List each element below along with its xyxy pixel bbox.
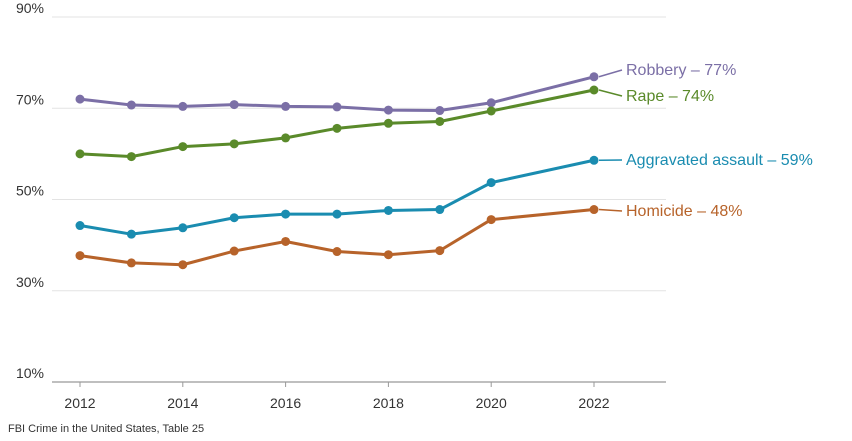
data-point: [281, 101, 291, 111]
data-point: [383, 118, 393, 128]
x-tick-label: 2022: [578, 395, 609, 411]
x-tick-label: 2016: [270, 395, 301, 411]
data-point: [229, 100, 239, 110]
data-point: [383, 105, 393, 115]
data-point: [178, 260, 188, 270]
data-point: [383, 205, 393, 215]
data-point: [126, 152, 136, 162]
data-point: [435, 106, 445, 116]
data-point: [435, 116, 445, 126]
data-point: [178, 223, 188, 233]
data-point: [229, 246, 239, 256]
data-point: [229, 139, 239, 149]
data-point: [126, 258, 136, 268]
data-point: [332, 247, 342, 257]
data-point: [126, 100, 136, 110]
label-leader-line: [598, 69, 623, 78]
data-point: [332, 123, 342, 133]
series-label: Rape – 74%: [626, 88, 714, 105]
series-line: [78, 88, 596, 159]
x-tick-label: 2020: [476, 395, 507, 411]
data-point: [435, 246, 445, 256]
y-tick-label: 50%: [16, 183, 44, 199]
data-point: [486, 98, 496, 108]
data-point: [332, 209, 342, 219]
series-label: Homicide – 48%: [626, 203, 743, 220]
data-point: [589, 205, 599, 215]
y-tick-label: 70%: [16, 91, 44, 107]
label-leader-line: [598, 208, 623, 212]
data-point: [435, 205, 445, 215]
x-tick-label: 2018: [373, 395, 404, 411]
y-tick-label: 10%: [16, 365, 44, 381]
y-tick-label: 30%: [16, 274, 44, 290]
data-point: [75, 221, 85, 231]
data-point: [75, 149, 85, 159]
data-point: [383, 250, 393, 260]
data-point: [178, 101, 188, 111]
x-tick-label: 2014: [167, 395, 198, 411]
data-point: [589, 72, 599, 82]
series-line: [78, 75, 596, 113]
data-point: [229, 213, 239, 223]
data-point: [281, 209, 291, 219]
data-point: [486, 215, 496, 225]
series-label: Aggravated assault – 59%: [626, 152, 813, 169]
series-label: Robbery – 77%: [626, 62, 736, 79]
data-point: [281, 236, 291, 246]
source-note: FBI Crime in the United States, Table 25: [8, 423, 205, 435]
data-point: [126, 229, 136, 239]
data-point: [178, 142, 188, 152]
data-point: [486, 178, 496, 188]
data-point: [589, 155, 599, 165]
data-point: [589, 85, 599, 95]
x-tick-label: 2012: [64, 395, 95, 411]
series-line: [78, 208, 596, 267]
data-point: [75, 94, 85, 104]
data-point: [75, 251, 85, 261]
label-leader-line: [598, 89, 623, 97]
series-line: [78, 158, 596, 236]
y-tick-label: 90%: [16, 0, 44, 16]
data-point: [486, 106, 496, 116]
data-point: [332, 102, 342, 112]
data-point: [281, 133, 291, 143]
